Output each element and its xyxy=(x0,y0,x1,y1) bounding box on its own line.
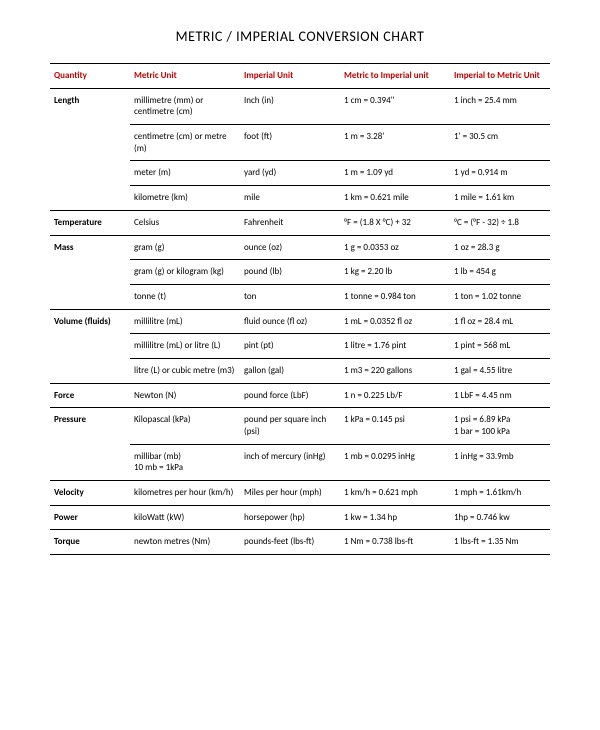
metric-cell: meter (m) xyxy=(130,161,240,186)
table-row: PressureKilopascal (kPa)pound per square… xyxy=(50,408,550,444)
i2m-cell: 1 inHg = 33.9mb xyxy=(450,444,550,480)
metric-cell: Celsius xyxy=(130,210,240,235)
metric-cell: kiloWatt (kW) xyxy=(130,505,240,530)
metric-cell: gram (g) or kilogram (kg) xyxy=(130,260,240,285)
m2i-cell: 1 m = 3.28' xyxy=(340,125,450,161)
i2m-cell: 1hp = 0.746 kw xyxy=(450,505,550,530)
imperial-cell: mile xyxy=(240,186,340,211)
metric-cell: newton metres (Nm) xyxy=(130,530,240,555)
imperial-cell: ton xyxy=(240,284,340,309)
m2i-cell: 1 m = 1.09 yd xyxy=(340,161,450,186)
imperial-cell: Inch (in) xyxy=(240,88,340,124)
table-row: Massgram (g)ounce (oz)1 g = 0.0353 oz1 o… xyxy=(50,235,550,260)
metric-cell: kilometres per hour (km/h) xyxy=(130,481,240,506)
imperial-cell: horsepower (hp) xyxy=(240,505,340,530)
quantity-cell: Mass xyxy=(50,235,130,309)
conversion-table: Quantity Metric Unit Imperial Unit Metri… xyxy=(50,63,550,555)
quantity-cell: Temperature xyxy=(50,210,130,235)
imperial-cell: pounds-feet (lbs-ft) xyxy=(240,530,340,555)
i2m-cell: 1 lb = 454 g xyxy=(450,260,550,285)
metric-cell: tonne (t) xyxy=(130,284,240,309)
m2i-cell: 1 km/h = 0.621 mph xyxy=(340,481,450,506)
metric-cell: Newton (N) xyxy=(130,383,240,408)
i2m-cell: °C = (°F - 32) ÷ 1.8 xyxy=(450,210,550,235)
imperial-cell: pound force (LbF) xyxy=(240,383,340,408)
m2i-cell: 1 kPa = 0.145 psi xyxy=(340,408,450,444)
m2i-cell: °F = (1.8 X °C) + 32 xyxy=(340,210,450,235)
m2i-cell: 1 Nm = 0.738 lbs-ft xyxy=(340,530,450,555)
metric-cell: gram (g) xyxy=(130,235,240,260)
quantity-cell: Pressure xyxy=(50,408,130,481)
i2m-cell: 1 mile = 1.61 km xyxy=(450,186,550,211)
metric-cell: kilometre (km) xyxy=(130,186,240,211)
col-quantity: Quantity xyxy=(50,64,130,89)
table-row: TemperatureCelsiusFahrenheit°F = (1.8 X … xyxy=(50,210,550,235)
i2m-cell: 1 gal = 4.55 litre xyxy=(450,358,550,383)
metric-cell: Kilopascal (kPa) xyxy=(130,408,240,444)
i2m-cell: 1 oz = 28.3 g xyxy=(450,235,550,260)
m2i-cell: 1 litre = 1.76 pint xyxy=(340,334,450,359)
table-body: Lengthmillimetre (mm) or centimetre (cm)… xyxy=(50,88,550,554)
imperial-cell: Miles per hour (mph) xyxy=(240,481,340,506)
metric-cell: millibar (mb)10 mb = 1kPa xyxy=(130,444,240,480)
i2m-cell: 1 mph = 1.61km/h xyxy=(450,481,550,506)
m2i-cell: 1 cm = 0.394" xyxy=(340,88,450,124)
table-header-row: Quantity Metric Unit Imperial Unit Metri… xyxy=(50,64,550,89)
m2i-cell: 1 m3 = 220 gallons xyxy=(340,358,450,383)
metric-cell: millilitre (mL) xyxy=(130,309,240,334)
i2m-cell: 1 ton = 1.02 tonne xyxy=(450,284,550,309)
col-imperial: Imperial Unit xyxy=(240,64,340,89)
i2m-cell: 1 LbF = 4.45 nm xyxy=(450,383,550,408)
table-row: ForceNewton (N)pound force (LbF)1 n = 0.… xyxy=(50,383,550,408)
i2m-cell: 1 yd = 0.914 m xyxy=(450,161,550,186)
quantity-cell: Force xyxy=(50,383,130,408)
metric-cell: millimetre (mm) or centimetre (cm) xyxy=(130,88,240,124)
i2m-cell: 1' = 30.5 cm xyxy=(450,125,550,161)
i2m-cell: 1 lbs-ft = 1.35 Nm xyxy=(450,530,550,555)
imperial-cell: pound per square inch (psi) xyxy=(240,408,340,444)
m2i-cell: 1 kw = 1.34 hp xyxy=(340,505,450,530)
metric-cell: litre (L) or cubic metre (m3) xyxy=(130,358,240,383)
page-title: METRIC / IMPERIAL CONVERSION CHART xyxy=(50,28,550,45)
m2i-cell: 1 n = 0.225 Lb/F xyxy=(340,383,450,408)
imperial-cell: pint (pt) xyxy=(240,334,340,359)
imperial-cell: yard (yd) xyxy=(240,161,340,186)
imperial-cell: Fahrenheit xyxy=(240,210,340,235)
imperial-cell: foot (ft) xyxy=(240,125,340,161)
i2m-cell: 1 fl oz = 28.4 mL xyxy=(450,309,550,334)
col-m2i: Metric to Imperial unit xyxy=(340,64,450,89)
imperial-cell: pound (lb) xyxy=(240,260,340,285)
m2i-cell: 1 tonne = 0.984 ton xyxy=(340,284,450,309)
table-row: Torquenewton metres (Nm)pounds-feet (lbs… xyxy=(50,530,550,555)
m2i-cell: 1 kg = 2.20 lb xyxy=(340,260,450,285)
i2m-cell: 1 inch = 25.4 mm xyxy=(450,88,550,124)
metric-cell: millilitre (mL) or litre (L) xyxy=(130,334,240,359)
imperial-cell: inch of mercury (inHg) xyxy=(240,444,340,480)
table-row: Velocitykilometres per hour (km/h)Miles … xyxy=(50,481,550,506)
quantity-cell: Velocity xyxy=(50,481,130,506)
quantity-cell: Length xyxy=(50,88,130,210)
m2i-cell: 1 g = 0.0353 oz xyxy=(340,235,450,260)
i2m-cell: 1 psi = 6.89 kPa1 bar = 100 kPa xyxy=(450,408,550,444)
m2i-cell: 1 mL = 0.0352 fl oz xyxy=(340,309,450,334)
table-row: Volume (fluids)millilitre (mL)fluid ounc… xyxy=(50,309,550,334)
imperial-cell: gallon (gal) xyxy=(240,358,340,383)
m2i-cell: 1 mb = 0.0295 inHg xyxy=(340,444,450,480)
metric-cell: centimetre (cm) or metre (m) xyxy=(130,125,240,161)
table-row: Lengthmillimetre (mm) or centimetre (cm)… xyxy=(50,88,550,124)
i2m-cell: 1 pint = 568 mL xyxy=(450,334,550,359)
m2i-cell: 1 km = 0.621 mile xyxy=(340,186,450,211)
table-row: PowerkiloWatt (kW)horsepower (hp)1 kw = … xyxy=(50,505,550,530)
col-metric: Metric Unit xyxy=(130,64,240,89)
col-i2m: Imperial to Metric Unit xyxy=(450,64,550,89)
quantity-cell: Volume (fluids) xyxy=(50,309,130,383)
imperial-cell: ounce (oz) xyxy=(240,235,340,260)
quantity-cell: Torque xyxy=(50,530,130,555)
quantity-cell: Power xyxy=(50,505,130,530)
imperial-cell: fluid ounce (fl oz) xyxy=(240,309,340,334)
